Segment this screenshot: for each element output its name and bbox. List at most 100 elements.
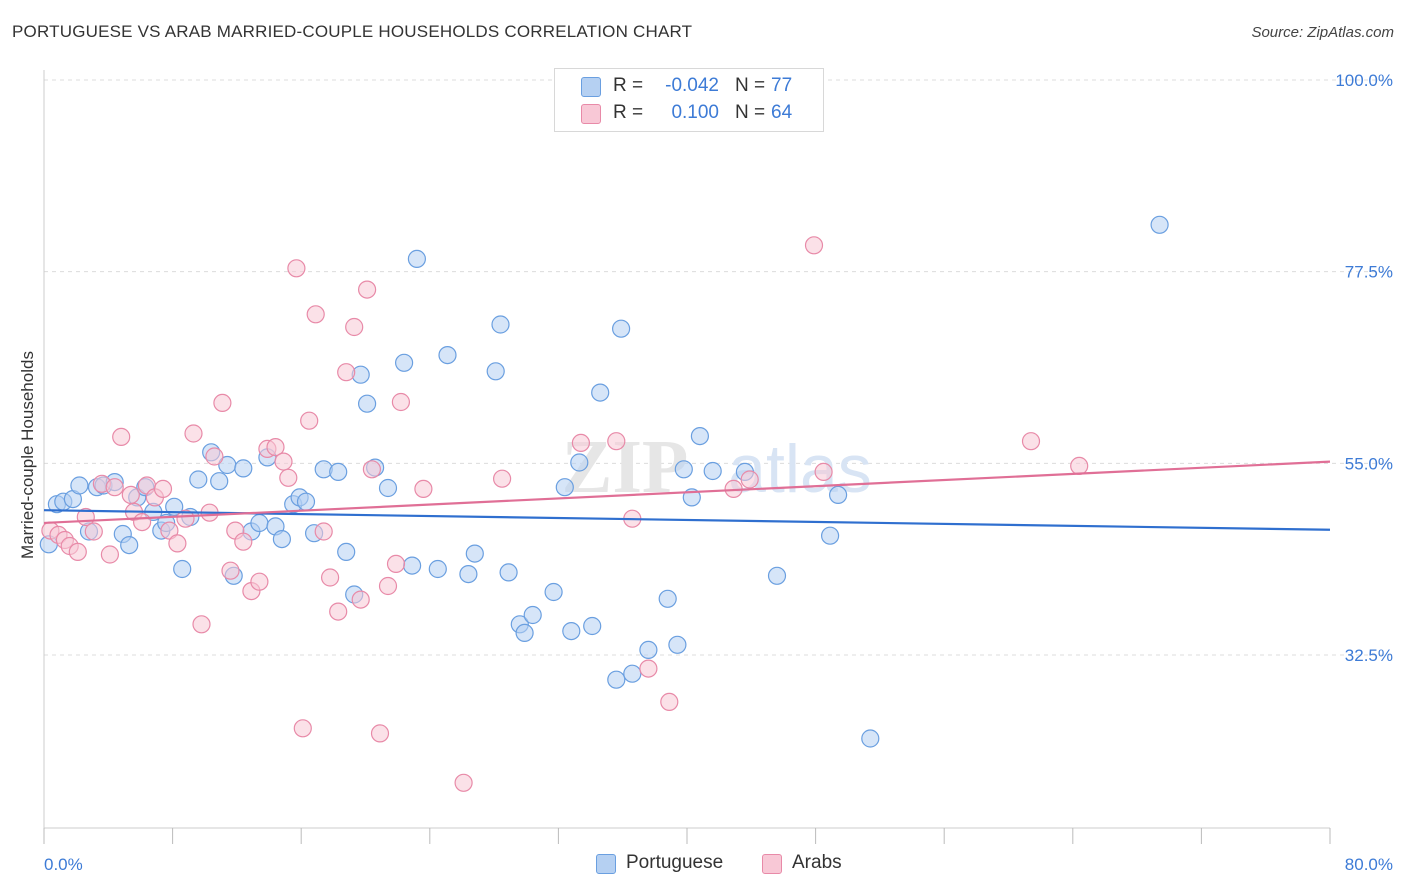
- data-point-arabs: [205, 447, 224, 466]
- data-point-arabs: [345, 317, 364, 337]
- data-point-arabs: [168, 534, 187, 553]
- data-point-arabs: [133, 512, 152, 532]
- data-point-arabs: [274, 452, 293, 471]
- data-point-portuguese: [337, 542, 356, 562]
- data-point-portuguese: [378, 478, 398, 498]
- source-credit: Source: ZipAtlas.com: [1251, 24, 1394, 41]
- data-point-arabs: [639, 659, 658, 678]
- bottom-legend-swatch-portuguese: [596, 854, 616, 874]
- x-tick-label-max: 80.0%: [1345, 855, 1393, 874]
- data-point-portuguese: [395, 353, 414, 372]
- data-point-portuguese: [459, 564, 478, 584]
- legend-n-value: 77: [771, 75, 793, 96]
- data-point-portuguese: [120, 535, 139, 555]
- data-point-arabs: [386, 554, 406, 574]
- chart-title: PORTUGUESE VS ARAB MARRIED-COUPLE HOUSEH…: [12, 22, 693, 41]
- data-point-arabs: [362, 460, 381, 479]
- data-point-arabs: [234, 532, 253, 551]
- data-point-arabs: [184, 424, 203, 443]
- gridlines: [44, 79, 1393, 656]
- data-point-arabs: [121, 485, 140, 504]
- data-point-portuguese: [358, 394, 377, 413]
- data-point-arabs: [1070, 456, 1089, 475]
- legend-r-value: -0.042: [665, 75, 719, 96]
- legend-r-label: R =: [613, 75, 644, 96]
- legend-n-label: N =: [735, 75, 766, 96]
- data-point-portuguese: [234, 459, 253, 478]
- data-point-arabs: [314, 522, 333, 541]
- axes: [43, 70, 1331, 844]
- data-point-portuguese: [611, 319, 631, 338]
- data-point-portuguese: [1150, 215, 1169, 234]
- data-point-portuguese: [250, 513, 269, 533]
- data-point-arabs: [213, 393, 232, 412]
- data-point-arabs: [300, 411, 319, 430]
- data-point-portuguese: [438, 346, 457, 365]
- data-point-portuguese: [828, 485, 848, 504]
- data-point-portuguese: [703, 461, 722, 481]
- data-point-arabs: [351, 590, 370, 609]
- bottom-legend-label: Arabs: [792, 852, 842, 873]
- data-point-arabs: [804, 236, 824, 255]
- data-point-arabs: [279, 468, 298, 487]
- x-tick-label-min: 0.0%: [44, 855, 83, 874]
- data-point-portuguese: [210, 472, 229, 491]
- data-point-portuguese: [189, 470, 208, 489]
- legend-r-value: 0.100: [671, 102, 719, 123]
- data-point-arabs: [293, 719, 312, 738]
- legend-n-value: 64: [771, 102, 793, 123]
- y-tick-label: 77.5%: [1345, 263, 1393, 282]
- correlation-legend: R = -0.042 N = 77 R = 0.100 N = 64: [554, 68, 824, 132]
- data-point-portuguese: [70, 476, 89, 495]
- data-point-portuguese: [562, 621, 581, 641]
- data-point-portuguese: [570, 453, 589, 472]
- data-point-arabs: [153, 479, 173, 498]
- data-point-arabs: [454, 773, 473, 792]
- y-tick-label: 100.0%: [1335, 71, 1393, 90]
- data-point-arabs: [287, 259, 306, 278]
- data-point-portuguese: [296, 492, 316, 511]
- data-point-arabs: [607, 432, 626, 451]
- data-point-arabs: [266, 438, 285, 457]
- y-tick-label: 32.5%: [1345, 646, 1393, 665]
- data-point-portuguese: [403, 556, 422, 575]
- data-point-portuguese: [591, 383, 610, 402]
- data-point-portuguese: [491, 315, 510, 334]
- data-point-portuguese: [428, 559, 447, 579]
- data-point-arabs: [192, 615, 211, 634]
- data-point-portuguese: [767, 566, 787, 585]
- data-point-portuguese: [272, 529, 291, 549]
- data-point-arabs: [571, 433, 591, 452]
- data-point-portuguese: [861, 729, 880, 748]
- y-tick-label: 55.0%: [1345, 454, 1393, 473]
- data-point-arabs: [493, 469, 512, 488]
- data-point-portuguese: [499, 563, 518, 582]
- data-point-portuguese: [523, 605, 542, 625]
- data-point-arabs: [250, 572, 269, 591]
- data-point-arabs: [100, 545, 120, 564]
- data-point-arabs: [337, 363, 356, 382]
- trend-lines: [43, 460, 1331, 531]
- bottom-legend-label: Portuguese: [626, 852, 724, 873]
- data-point-portuguese: [465, 544, 484, 563]
- data-point-arabs: [378, 576, 398, 596]
- data-point-portuguese: [173, 559, 192, 579]
- legend-swatch-portuguese: [581, 77, 601, 97]
- data-point-arabs: [370, 724, 390, 743]
- data-point-arabs: [112, 427, 131, 446]
- data-point-arabs: [321, 568, 340, 587]
- data-point-portuguese: [486, 362, 505, 381]
- data-point-arabs: [329, 602, 348, 621]
- data-point-portuguese: [544, 582, 563, 602]
- data-point-arabs: [105, 478, 124, 497]
- data-point-arabs: [176, 509, 195, 528]
- data-point-arabs: [84, 522, 103, 541]
- data-point-portuguese: [820, 526, 840, 545]
- data-point-arabs: [391, 392, 410, 412]
- data-point-arabs: [660, 692, 679, 712]
- data-point-portuguese: [515, 623, 534, 643]
- data-point-portuguese: [658, 589, 677, 608]
- data-point-portuguese: [690, 427, 710, 446]
- data-point-arabs: [1021, 432, 1041, 451]
